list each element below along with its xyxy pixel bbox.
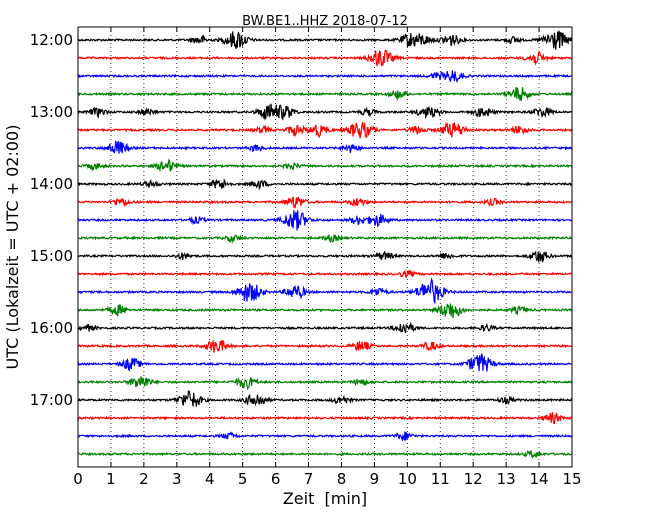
x-tick-label: 13 <box>497 470 516 488</box>
y-tick-label: 12:00 <box>30 31 73 49</box>
seismogram-trace <box>77 250 573 264</box>
seismogram-trace <box>77 412 573 425</box>
seismogram-trace <box>77 49 573 68</box>
seismogram-trace <box>77 390 573 407</box>
seismogram-trace <box>77 321 573 334</box>
x-tick-label: 2 <box>139 470 149 488</box>
x-axis-label: Zeit [min] <box>283 489 367 508</box>
y-tick-label: 16:00 <box>30 319 73 337</box>
trace-group <box>77 30 573 460</box>
x-axis-ticks: 0 1 2 3 4 5 6 7 8 9 10 11 12 13 14 15 <box>73 27 582 488</box>
x-tick-label: 0 <box>73 470 83 488</box>
x-tick-label: 9 <box>370 470 380 488</box>
seismogram-trace <box>77 86 573 102</box>
seismogram-trace <box>77 277 573 305</box>
x-tick-label: 12 <box>464 470 483 488</box>
seismogram-trace <box>77 234 573 244</box>
seismogram-trace <box>77 339 573 353</box>
seismogram-trace <box>77 196 573 209</box>
seismogram-trace <box>77 303 573 319</box>
seismogram-trace <box>77 70 573 83</box>
seismogram-trace <box>77 431 573 442</box>
chart-title: BW.BE1..HHZ 2018-07-12 <box>242 14 408 29</box>
seismogram-trace <box>77 120 573 139</box>
plot-frame <box>77 26 573 468</box>
y-axis-label: UTC (Lokalzeit = UTC + 02:00) <box>3 125 22 370</box>
x-tick-label: 7 <box>304 470 314 488</box>
seismogram-trace <box>77 210 573 231</box>
y-tick-label: 17:00 <box>30 391 73 409</box>
seismogram-trace <box>77 376 573 391</box>
x-tick-label: 14 <box>530 470 549 488</box>
seismogram-trace <box>77 103 573 121</box>
x-tick-label: 4 <box>205 470 215 488</box>
x-tick-label: 10 <box>398 470 417 488</box>
y-tick-label: 15:00 <box>30 247 73 265</box>
seismogram-trace <box>77 140 573 154</box>
y-axis-ticks: 12:00 13:00 14:00 15:00 16:00 17:00 <box>30 31 572 409</box>
x-tick-label: 5 <box>238 470 248 488</box>
x-tick-label: 11 <box>431 470 450 488</box>
seismogram-trace <box>77 449 573 460</box>
y-tick-label: 14:00 <box>30 175 73 193</box>
x-tick-label: 15 <box>562 470 581 488</box>
seismogram-trace <box>77 269 573 278</box>
seismogram-trace <box>77 158 573 173</box>
vertical-grid <box>110 27 540 467</box>
seismogram-trace <box>77 353 573 372</box>
y-tick-label: 13:00 <box>30 103 73 121</box>
seismogram-trace <box>77 30 573 50</box>
seismogram-trace <box>77 178 573 190</box>
x-tick-label: 1 <box>106 470 116 488</box>
x-tick-label: 8 <box>337 470 347 488</box>
x-tick-label: 6 <box>271 470 281 488</box>
x-tick-label: 3 <box>172 470 182 488</box>
